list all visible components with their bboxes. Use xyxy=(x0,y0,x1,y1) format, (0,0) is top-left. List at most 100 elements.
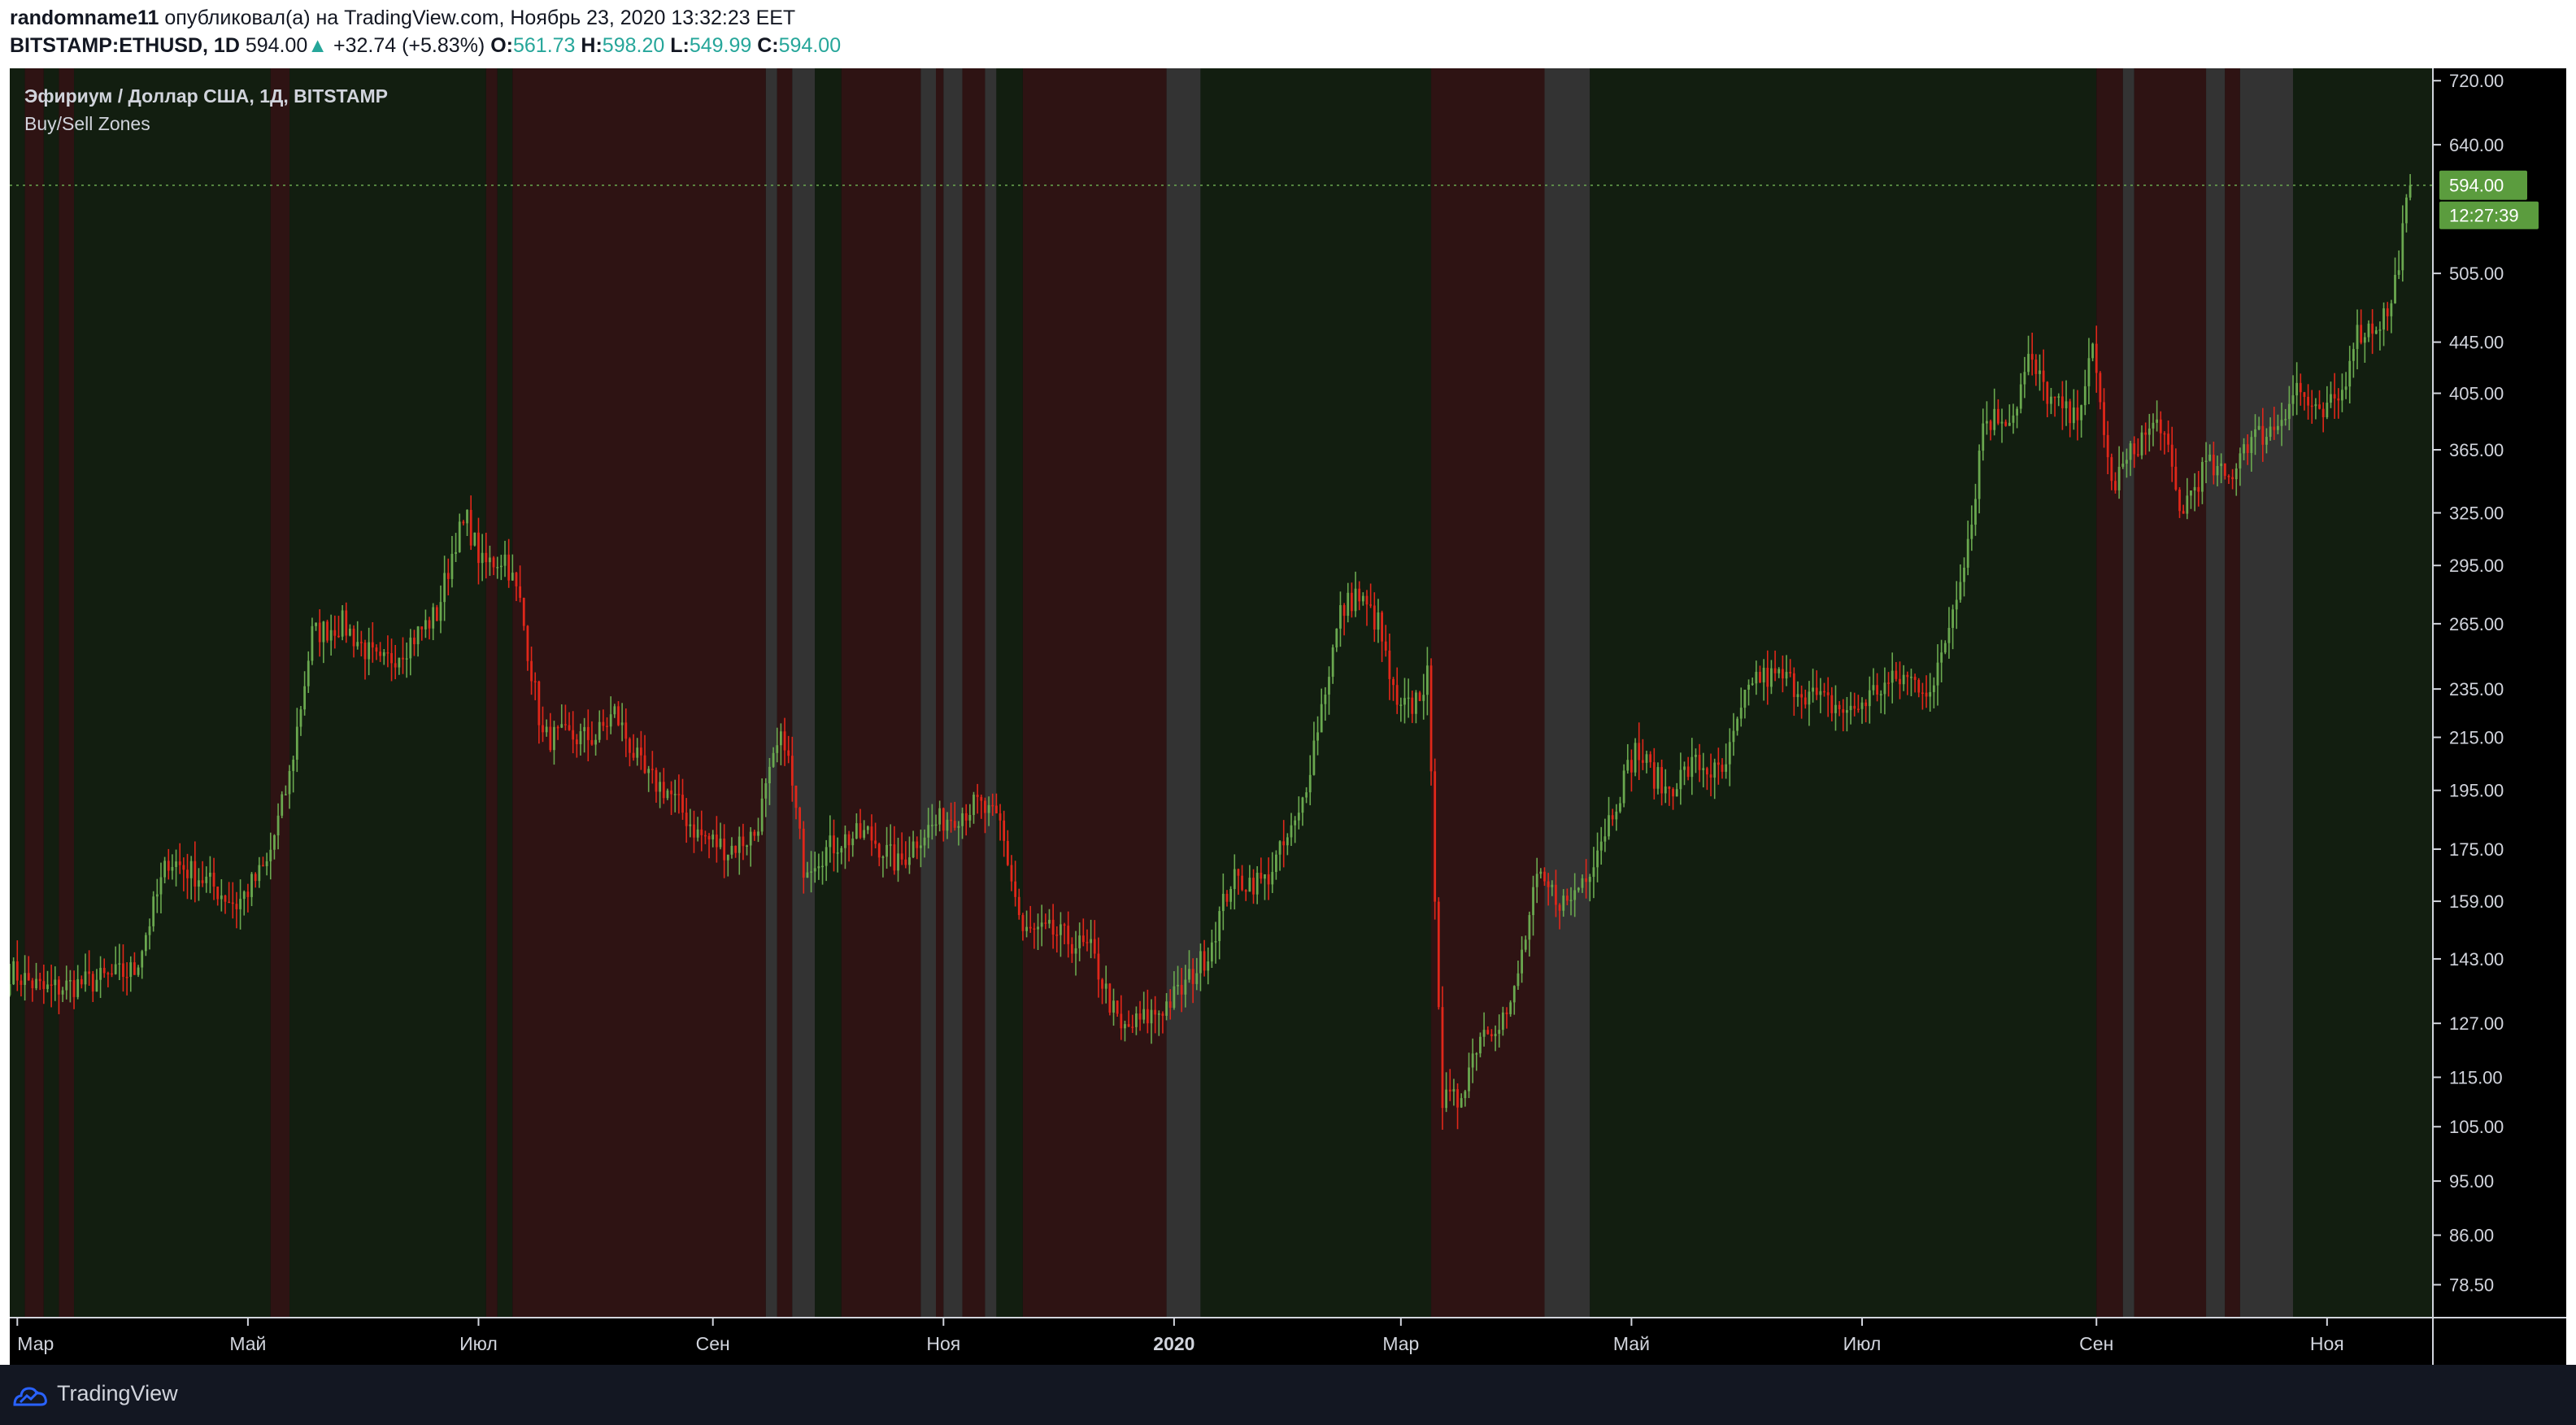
candle xyxy=(281,791,284,818)
candle xyxy=(1759,665,1761,683)
candle xyxy=(1006,830,1009,866)
tradingview-logo[interactable]: TradingView xyxy=(11,1381,178,1406)
candle-body xyxy=(1516,973,1520,987)
candle-body xyxy=(1940,652,1943,663)
candle xyxy=(923,829,926,858)
candle xyxy=(798,806,802,839)
candle-body xyxy=(1365,595,1368,605)
candle xyxy=(586,709,590,762)
candle-body xyxy=(1010,865,1013,882)
candle-body xyxy=(333,630,337,636)
candle xyxy=(1184,965,1187,1008)
time-axis[interactable]: Мар Май Июл Сен Ноя 2020 Мар Май Июл Сен Ноя xyxy=(16,1318,2344,1354)
candle-body xyxy=(2087,358,2091,386)
candle xyxy=(462,520,465,526)
candle-body xyxy=(1709,774,1712,778)
candle xyxy=(1551,880,1554,896)
candle xyxy=(1865,699,1868,723)
candle-body xyxy=(1588,877,1591,882)
candle xyxy=(1690,738,1694,795)
candle xyxy=(413,630,416,656)
candle-body xyxy=(315,622,317,626)
candle xyxy=(276,803,280,850)
candle-body xyxy=(1482,1030,1486,1037)
candle xyxy=(673,779,677,813)
candle xyxy=(1017,888,1020,920)
candle xyxy=(2072,389,2075,430)
candle xyxy=(553,721,555,765)
high-label: H: xyxy=(581,34,603,57)
candle-body xyxy=(734,845,737,853)
candle xyxy=(1033,922,1036,949)
candle xyxy=(1781,655,1784,693)
candle xyxy=(999,804,1002,841)
candle xyxy=(1021,913,1025,941)
candle-body xyxy=(579,730,582,744)
candle xyxy=(1853,692,1856,717)
candle-body xyxy=(1683,766,1686,770)
candle xyxy=(2190,490,2192,509)
candle xyxy=(632,734,635,761)
candle xyxy=(375,644,378,660)
candle xyxy=(2220,453,2223,484)
candle-body xyxy=(877,843,881,858)
candle-body xyxy=(2156,419,2159,423)
candle xyxy=(1191,958,1194,1004)
candle xyxy=(1264,874,1266,900)
candle-body xyxy=(205,876,208,883)
candle-body xyxy=(72,980,76,997)
candle-body xyxy=(1168,1001,1172,1009)
candle-body xyxy=(2291,395,2295,404)
candle-body xyxy=(730,845,733,855)
candlestick-chart[interactable]: Эфириум / Доллар США, 1Д, BITSTAMP Buy/S… xyxy=(8,68,2566,1365)
candle-body xyxy=(2072,407,2075,424)
candle-body xyxy=(753,831,756,836)
candle-body xyxy=(1562,896,1565,911)
candle xyxy=(753,829,756,841)
candle-body xyxy=(473,532,476,546)
author-name[interactable]: randomname11 xyxy=(10,7,159,29)
candle-body xyxy=(677,794,681,795)
candle xyxy=(1588,874,1591,902)
candle-body xyxy=(1947,627,1951,643)
candle xyxy=(870,814,873,856)
candle xyxy=(1547,873,1550,906)
candle-body xyxy=(1762,668,1765,682)
candle xyxy=(1993,388,1996,436)
candle xyxy=(250,872,253,907)
price-axis[interactable]: 720.00 640.00 505.00 445.00 405.00 365.00 325.… xyxy=(2433,71,2504,1296)
candle xyxy=(2065,380,2068,426)
candle-body xyxy=(553,726,555,751)
candle-body xyxy=(1925,692,1928,697)
candle xyxy=(2341,373,2343,412)
candle-body xyxy=(1547,881,1550,887)
price-tick-label: 86.00 xyxy=(2449,1226,2494,1246)
candle-body xyxy=(1112,1000,1115,1013)
price-axis-background[interactable] xyxy=(2433,68,2566,1365)
price-change: +32.74 (+5.83%) xyxy=(333,34,485,57)
time-tick-label: Ноя xyxy=(926,1333,960,1354)
candle-body xyxy=(806,872,809,878)
candle-body xyxy=(1679,769,1682,790)
candle xyxy=(549,712,552,752)
price-tick-label: 78.50 xyxy=(2449,1275,2494,1296)
candle-body xyxy=(2257,425,2261,429)
candle-body xyxy=(1921,692,1924,694)
chart-frame[interactable]: Эфириум / Доллар США, 1Д, BITSTAMP Buy/S… xyxy=(8,68,2566,1365)
candle xyxy=(224,895,227,914)
candle-body xyxy=(1498,1030,1501,1035)
candle xyxy=(1221,873,1225,930)
candle xyxy=(1354,571,1357,617)
candle-body xyxy=(1373,605,1376,630)
candle xyxy=(794,785,798,820)
candle xyxy=(1695,748,1697,774)
candle-body xyxy=(1051,919,1055,935)
price-tick-label: 325.00 xyxy=(2449,503,2504,524)
candle-body xyxy=(639,747,642,756)
candle xyxy=(2133,436,2136,468)
candle xyxy=(1429,658,1433,786)
candle-body xyxy=(1883,682,1886,695)
candle-body xyxy=(1456,1089,1459,1108)
candle xyxy=(900,832,903,865)
candle xyxy=(1051,904,1055,949)
